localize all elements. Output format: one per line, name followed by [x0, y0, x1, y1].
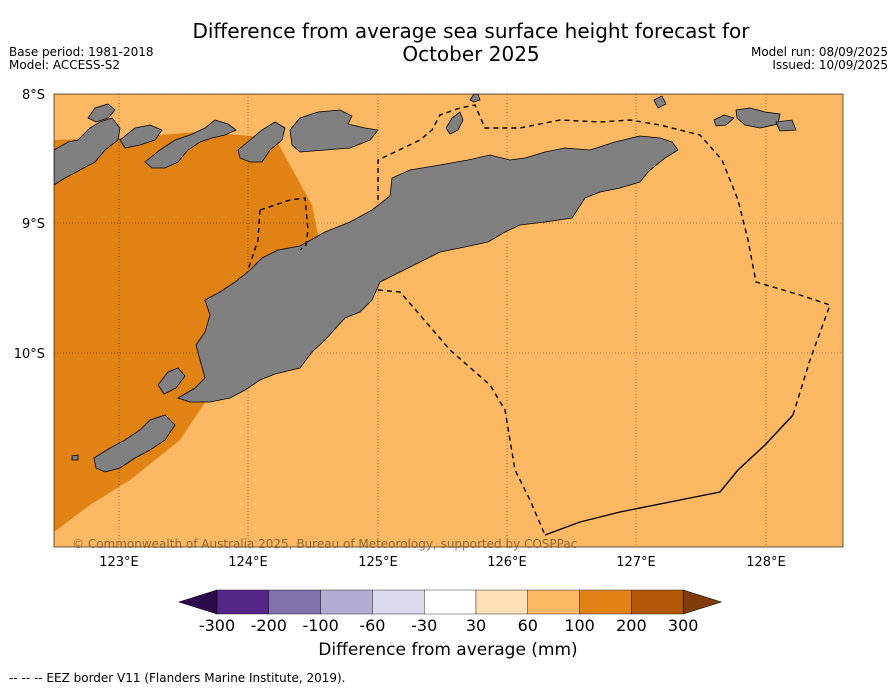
colorbar-segment [424, 589, 477, 615]
land-islet-d [713, 114, 735, 127]
colorbar-segment [268, 589, 321, 615]
issued-date: Issued: 10/09/2025 [772, 58, 888, 72]
land-rote [157, 367, 186, 395]
map-frame [53, 93, 844, 548]
land-wetar [445, 111, 464, 135]
eez-border-solid [544, 414, 794, 536]
lon-label-127e: 127°E [616, 555, 656, 570]
meta-left: Base period: 1981-2018 Model: ACCESS-S2 [9, 46, 154, 72]
meta-right: Model run: 08/09/2025 Issued: 10/09/2025 [751, 46, 888, 72]
colorbar-segment [579, 589, 632, 615]
colorbar-tick-label: -200 [251, 616, 287, 635]
lon-label-126e: 126°E [487, 555, 527, 570]
model-run: Model run: 08/09/2025 [750, 45, 888, 59]
map-title: Difference from average sea surface heig… [0, 20, 896, 66]
colorbar-tick-label: 100 [564, 616, 595, 635]
eez-border [247, 104, 831, 536]
base-period: Base period: 1981-2018 [9, 45, 154, 59]
lon-label-128e: 128°E [746, 555, 786, 570]
colorbar-tick-label: -100 [302, 616, 338, 635]
ocean-anomaly-100-200 [54, 132, 322, 532]
copyright-notice: © Commonwealth of Australia 2025, Bureau… [72, 537, 578, 551]
title-line-2: October 2025 [402, 42, 540, 66]
land-islet-g [71, 454, 79, 461]
land-lembata [144, 119, 237, 169]
title-line-1: Difference from average sea surface heig… [192, 19, 750, 43]
land-flores-islet [119, 124, 163, 149]
colorbar-segment [475, 589, 528, 615]
colorbar-tick-label: -300 [199, 616, 235, 635]
lat-label-9s: 9°S [22, 217, 45, 232]
map-area [54, 94, 843, 547]
lat-label-10s: 10°S [14, 347, 45, 362]
colorbar-tick-label: -30 [411, 616, 437, 635]
eez-note: -- -- -- EEZ border V11 (Flanders Marine… [9, 671, 346, 685]
colorbar-extend-low [178, 589, 218, 615]
model-name: Model: ACCESS-S2 [9, 58, 121, 72]
land-islet-f [775, 119, 797, 132]
lon-label-125e: 125°E [358, 555, 398, 570]
land-pantar [237, 121, 286, 163]
land-timor [177, 135, 679, 403]
land-islet-a [87, 103, 116, 123]
colorbar-extend-high [682, 589, 723, 615]
colorbar-label: Difference from average (mm) [318, 640, 578, 660]
lon-label-123e: 123°E [99, 555, 139, 570]
colorbar-segment [527, 589, 580, 615]
colorbar-segment [216, 589, 269, 615]
colorbar-segment [372, 589, 425, 615]
land-sawu [93, 414, 176, 473]
land-islet-b [469, 94, 481, 103]
colorbar-tick-label: 30 [466, 616, 486, 635]
land-islet-c [653, 95, 667, 109]
land-flores [54, 117, 121, 186]
lon-label-124e: 124°E [228, 555, 268, 570]
colorbar-segment [631, 589, 684, 615]
colorbar: -300 -200 -100 -60 -30 30 60 100 200 300 [178, 589, 723, 635]
land-alor [289, 109, 379, 153]
colorbar-tick-label: 200 [616, 616, 647, 635]
colorbar-tick-label: 60 [518, 616, 538, 635]
lat-label-8s: 8°S [22, 88, 45, 103]
colorbar-tick-label: -60 [359, 616, 385, 635]
colorbar-segment [320, 589, 373, 615]
colorbar-tick-label: 300 [668, 616, 699, 635]
